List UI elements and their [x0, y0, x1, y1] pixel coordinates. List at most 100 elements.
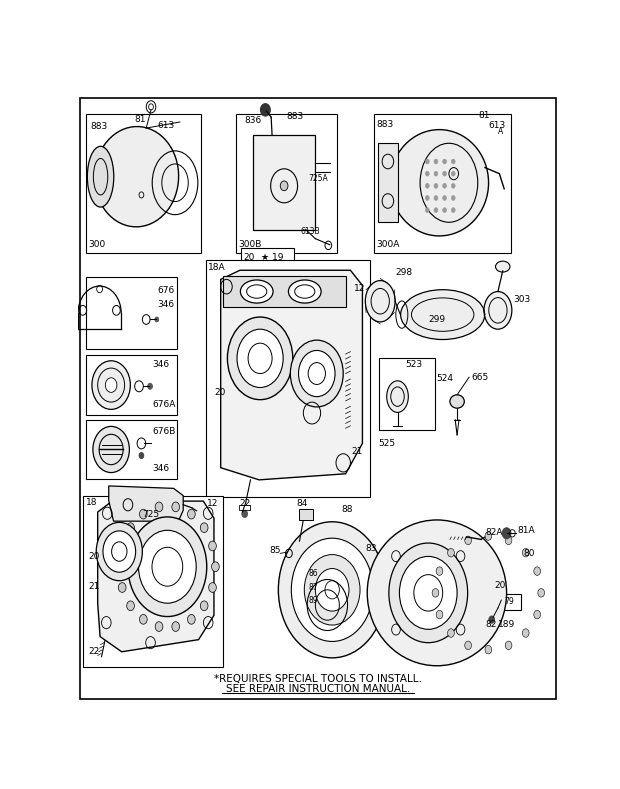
- Bar: [86, 277, 177, 349]
- Circle shape: [434, 159, 438, 164]
- Ellipse shape: [390, 129, 489, 236]
- Bar: [299, 509, 313, 520]
- Circle shape: [209, 541, 216, 551]
- Circle shape: [443, 183, 446, 189]
- Circle shape: [425, 171, 429, 176]
- Circle shape: [522, 629, 529, 638]
- Circle shape: [187, 509, 195, 519]
- Text: 82: 82: [485, 620, 497, 630]
- Text: 613: 613: [157, 121, 174, 130]
- Text: 525: 525: [378, 439, 396, 447]
- Text: 12: 12: [354, 284, 366, 294]
- Text: 21: 21: [88, 582, 99, 591]
- Circle shape: [291, 538, 373, 641]
- Circle shape: [502, 528, 511, 539]
- Text: 300B: 300B: [238, 240, 262, 249]
- Circle shape: [436, 567, 443, 575]
- Text: 299: 299: [428, 315, 445, 323]
- Bar: [378, 144, 397, 222]
- Text: 300: 300: [89, 240, 106, 249]
- Text: 20: 20: [214, 387, 225, 397]
- Bar: [223, 276, 345, 307]
- Circle shape: [434, 183, 438, 189]
- Circle shape: [96, 522, 143, 581]
- Circle shape: [140, 509, 147, 519]
- Circle shape: [248, 343, 272, 373]
- Text: 613B: 613B: [301, 226, 321, 236]
- Circle shape: [489, 616, 495, 623]
- Circle shape: [152, 548, 183, 586]
- Text: 81A: 81A: [517, 526, 535, 535]
- Text: 83: 83: [366, 544, 378, 553]
- Circle shape: [155, 622, 163, 631]
- Circle shape: [465, 641, 471, 649]
- Text: 20: 20: [88, 552, 99, 561]
- Text: 524: 524: [436, 374, 453, 383]
- Text: SEE REPAIR INSTRUCTION MANUAL.: SEE REPAIR INSTRUCTION MANUAL.: [226, 684, 410, 694]
- Circle shape: [148, 383, 153, 389]
- Text: 82A: 82A: [485, 528, 502, 537]
- Circle shape: [485, 532, 492, 540]
- Circle shape: [448, 629, 454, 638]
- Ellipse shape: [241, 280, 273, 303]
- Bar: [306, 565, 331, 619]
- Circle shape: [443, 208, 446, 212]
- Circle shape: [451, 159, 455, 164]
- Circle shape: [451, 183, 455, 189]
- Circle shape: [505, 536, 512, 544]
- Circle shape: [138, 530, 196, 603]
- Circle shape: [485, 645, 492, 654]
- Circle shape: [389, 543, 467, 643]
- Text: eReplacementParts.com: eReplacementParts.com: [241, 435, 394, 447]
- Circle shape: [534, 567, 541, 575]
- Circle shape: [140, 615, 147, 624]
- Circle shape: [200, 601, 208, 611]
- Text: 298: 298: [396, 268, 413, 277]
- Circle shape: [538, 589, 544, 597]
- Circle shape: [308, 363, 326, 384]
- Text: 18A: 18A: [208, 263, 226, 272]
- Ellipse shape: [450, 394, 464, 408]
- Polygon shape: [221, 271, 363, 480]
- Circle shape: [425, 208, 429, 212]
- Text: 79: 79: [504, 597, 514, 606]
- Text: 613: 613: [489, 121, 505, 130]
- Circle shape: [118, 582, 126, 593]
- Bar: [379, 358, 435, 430]
- Circle shape: [172, 502, 180, 512]
- Circle shape: [425, 183, 429, 189]
- Text: 883: 883: [286, 112, 304, 122]
- Text: 18: 18: [86, 498, 97, 507]
- Circle shape: [298, 350, 335, 397]
- Circle shape: [304, 555, 360, 625]
- Text: 12: 12: [207, 499, 219, 508]
- Circle shape: [209, 582, 216, 593]
- Text: 80: 80: [523, 548, 535, 558]
- Circle shape: [434, 208, 438, 212]
- Circle shape: [128, 517, 206, 616]
- Circle shape: [451, 208, 455, 212]
- Bar: [236, 114, 337, 252]
- Text: *REQUIRES SPECIAL TOOLS TO INSTALL.: *REQUIRES SPECIAL TOOLS TO INSTALL.: [214, 674, 422, 684]
- Circle shape: [260, 104, 270, 116]
- Circle shape: [414, 574, 443, 611]
- Circle shape: [92, 361, 130, 409]
- Text: A: A: [498, 127, 503, 136]
- Circle shape: [316, 569, 349, 611]
- Circle shape: [434, 196, 438, 200]
- Text: 676: 676: [157, 286, 174, 295]
- Ellipse shape: [365, 281, 395, 322]
- Circle shape: [172, 622, 180, 631]
- Circle shape: [425, 159, 429, 164]
- Circle shape: [155, 317, 159, 322]
- Text: 346: 346: [153, 464, 170, 473]
- Circle shape: [200, 523, 208, 533]
- Circle shape: [112, 542, 127, 561]
- Polygon shape: [108, 486, 184, 522]
- Text: 21: 21: [352, 447, 363, 455]
- Text: 346: 346: [153, 361, 170, 369]
- Text: 665: 665: [472, 373, 489, 382]
- Text: 81: 81: [479, 111, 490, 120]
- Bar: [502, 594, 521, 610]
- Text: 89: 89: [309, 596, 318, 605]
